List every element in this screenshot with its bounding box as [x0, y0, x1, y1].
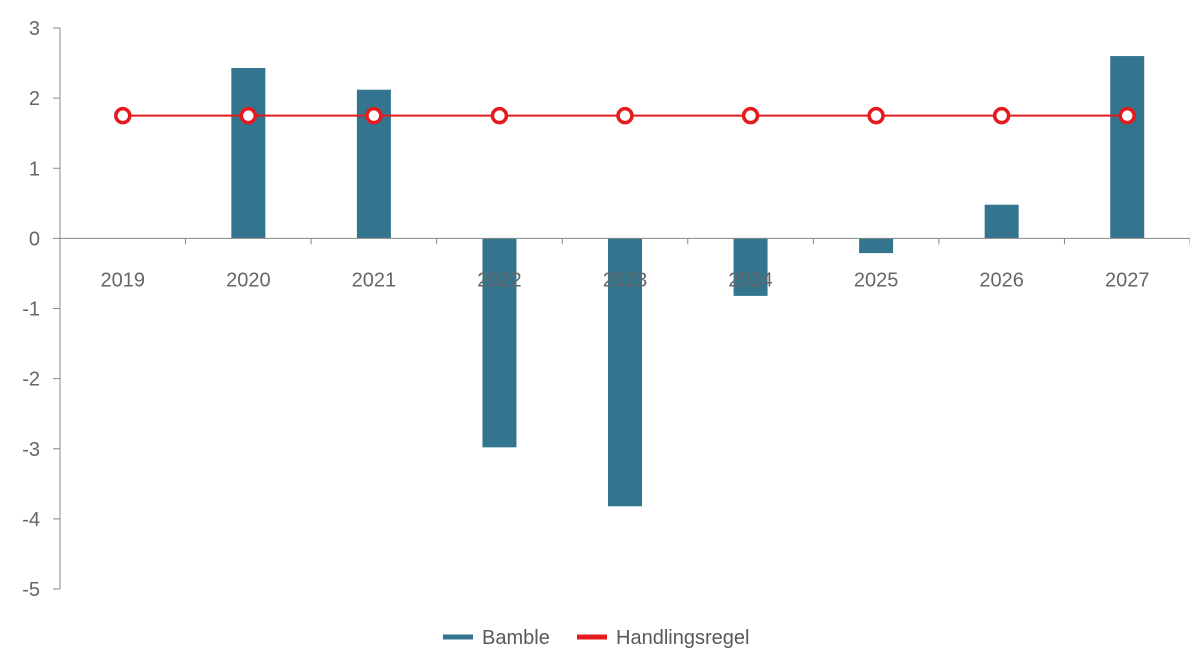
legend-label-bamble: Bamble [482, 627, 550, 648]
axes [59, 28, 1190, 589]
y-tick-label: -3 [22, 439, 40, 461]
y-tick-label: 3 [29, 18, 40, 40]
bar-2020 [231, 67, 266, 239]
line-point-2019 [114, 106, 132, 125]
y-tick-label: -1 [22, 299, 40, 321]
x-tick-label: 2022 [477, 269, 522, 291]
line-point-2024 [741, 106, 760, 125]
bar-series-bamble [231, 56, 1145, 507]
y-axis: 3 2 1 0 -1 -2 -3 -4 -5 [22, 18, 60, 601]
line-point-2027 [1118, 106, 1136, 125]
x-tick-label: 2021 [352, 269, 397, 291]
x-axis: 2019 2020 2021 2022 2023 2024 2025 2026 2027 [59, 238, 1190, 291]
legend: Bamble Handlingsregel [443, 627, 749, 648]
bar-2024 [733, 238, 768, 296]
line-series-handlingsregel [114, 106, 1136, 125]
x-tick-label: 2027 [1105, 269, 1150, 291]
bar-2022 [482, 238, 517, 448]
y-tick-label: 0 [29, 228, 40, 250]
line-point-2023 [616, 106, 634, 125]
line-point-2022 [490, 106, 509, 125]
y-tick-label: -2 [22, 369, 40, 391]
x-tick-label: 2024 [728, 269, 773, 291]
x-tick-label: 2020 [226, 269, 271, 291]
bar-2025 [859, 238, 894, 254]
x-tick-label: 2025 [854, 269, 899, 291]
x-tick-label: 2023 [603, 269, 648, 291]
bar-2023 [608, 238, 642, 507]
y-tick-label: 2 [29, 88, 40, 110]
bar-2026 [984, 204, 1019, 239]
y-tick-label: -5 [22, 579, 40, 601]
x-tick-label: 2026 [979, 269, 1024, 291]
y-tick-label: -4 [22, 509, 40, 531]
line-point-2025 [867, 106, 885, 125]
x-tick-label: 2019 [101, 269, 146, 291]
line-point-2026 [992, 106, 1011, 125]
legend-label-handlingsregel: Handlingsregel [616, 627, 749, 648]
y-tick-label: 1 [29, 158, 40, 180]
bar-2027 [1110, 56, 1145, 239]
line-point-2020 [239, 106, 258, 125]
line-point-2021 [365, 106, 383, 125]
